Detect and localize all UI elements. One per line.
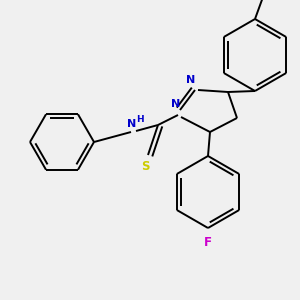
Text: N: N [171,99,181,109]
Text: H: H [136,115,144,124]
Text: N: N [186,75,196,85]
Text: F: F [204,236,212,248]
Text: N: N [128,119,136,129]
Text: S: S [141,160,149,173]
